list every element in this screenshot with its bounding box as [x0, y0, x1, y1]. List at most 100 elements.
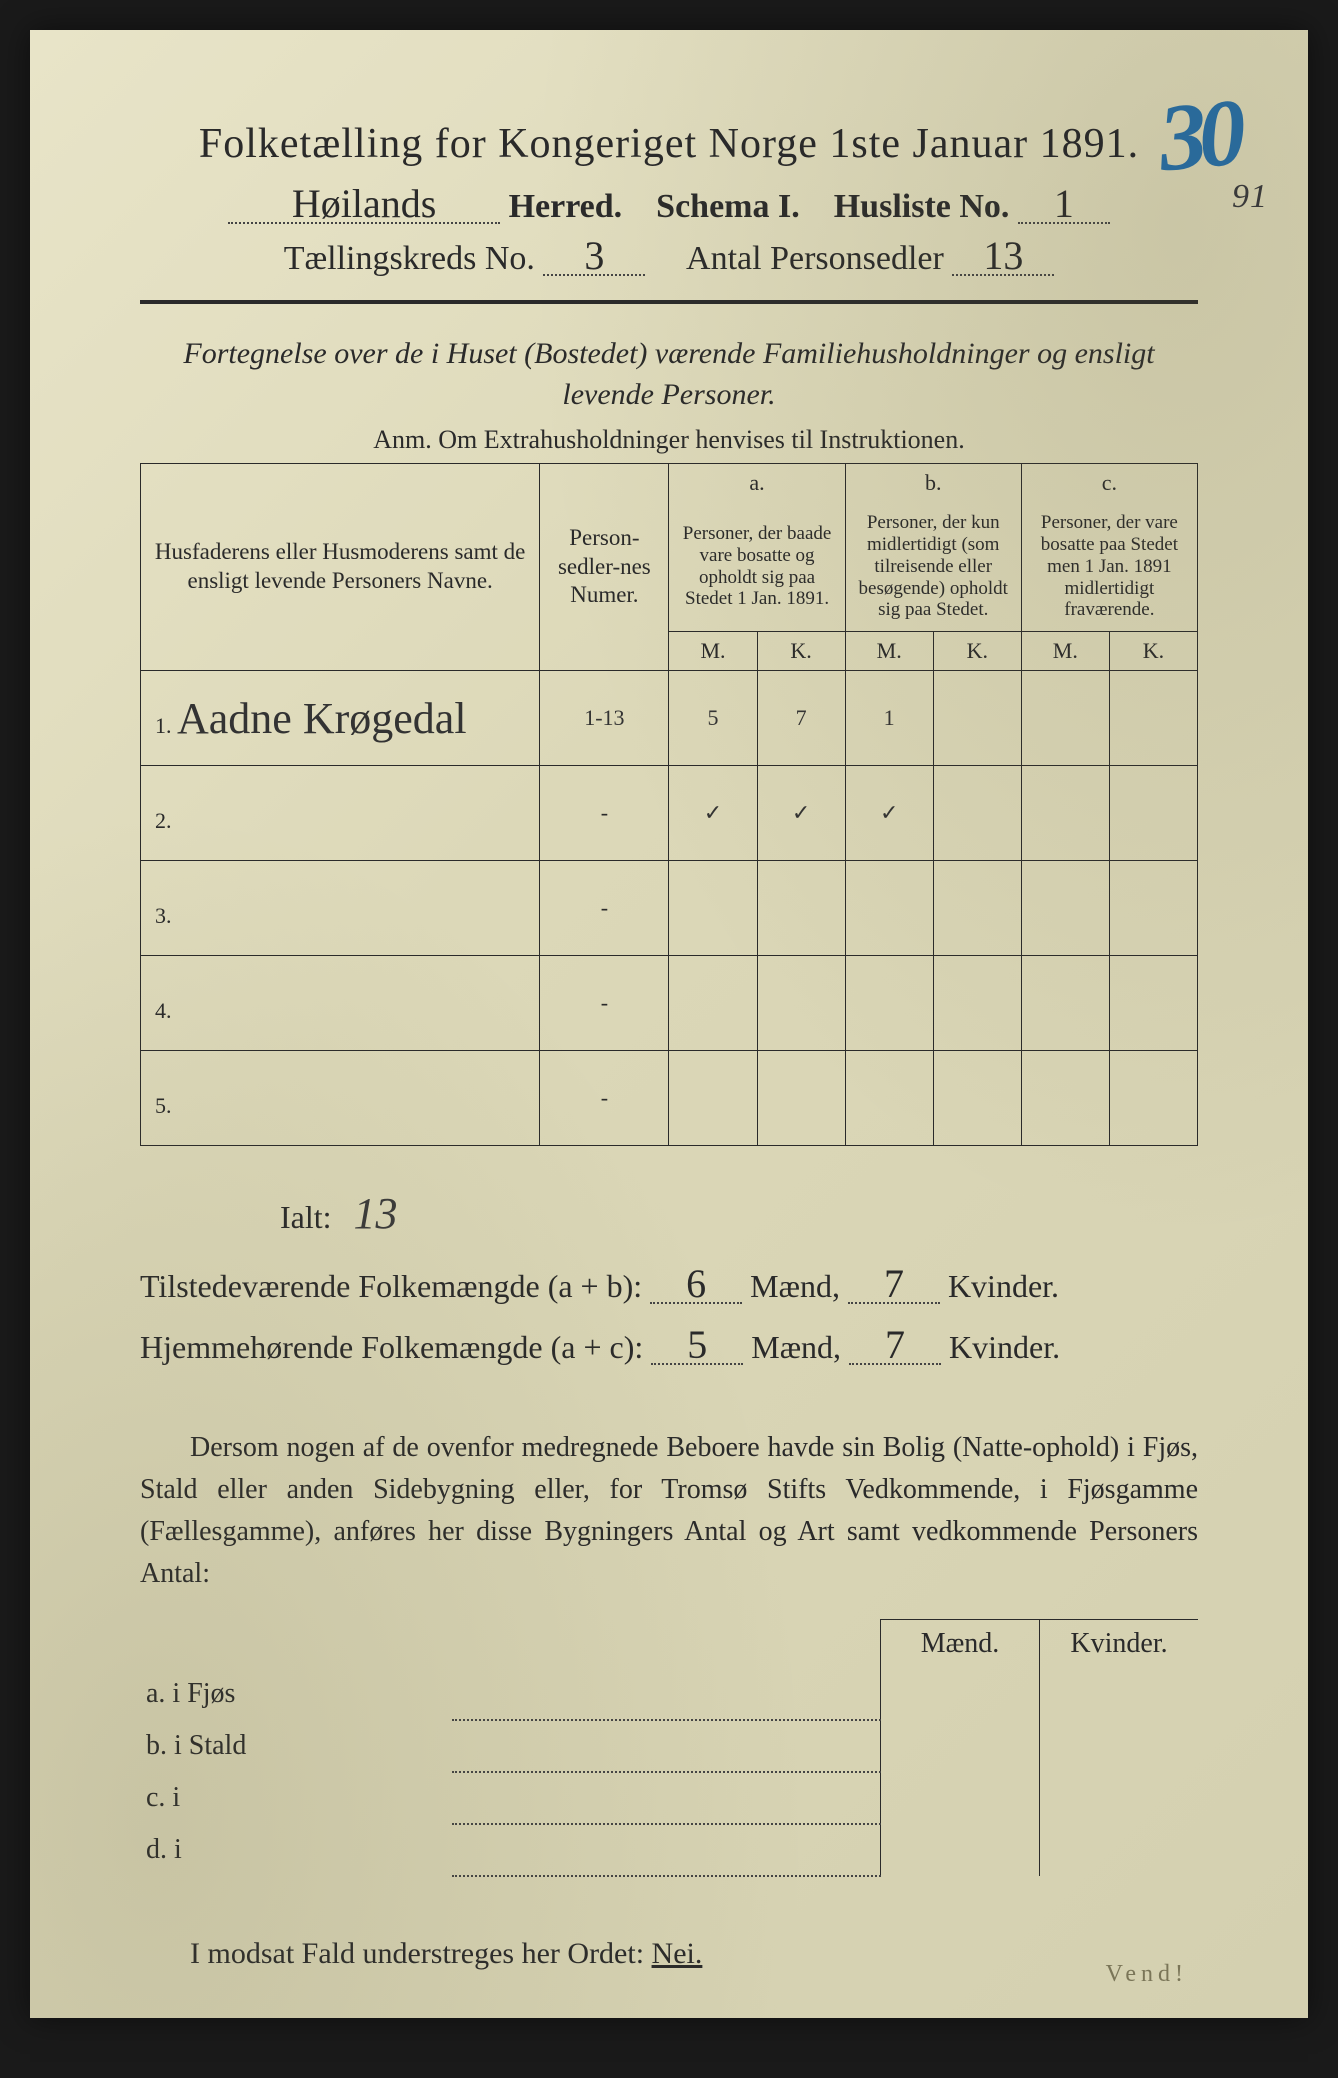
row-name: 2. — [141, 766, 540, 861]
bldg-row: b. i Stald — [140, 1720, 1198, 1772]
schema-label: Schema I. — [656, 188, 800, 225]
kreds-label: Tællingskreds No. — [284, 240, 535, 277]
building-paragraph: Dersom nogen af de ovenfor medregnede Be… — [140, 1427, 1198, 1595]
cell-b-k — [933, 671, 1021, 766]
cell-b-k — [933, 956, 1021, 1051]
bldg-m — [881, 1772, 1040, 1824]
col-c: Personer, der vare bosatte paa Stedet me… — [1021, 502, 1197, 632]
row-numer: - — [540, 1051, 669, 1146]
cell-c-k — [1109, 671, 1197, 766]
row-numer: - — [540, 956, 669, 1051]
cell-c-k — [1109, 766, 1197, 861]
table-row: 4. - — [141, 956, 1198, 1051]
cell-a-k — [757, 861, 845, 956]
bldg-label: d. i — [140, 1824, 452, 1876]
nei-word: Nei. — [652, 1937, 703, 1970]
cell-a-k — [757, 1051, 845, 1146]
row-name: 1. Aadne Krøgedal — [141, 671, 540, 766]
cell-b-m — [845, 1051, 933, 1146]
census-table: Husfaderens eller Husmoderens samt de en… — [140, 463, 1198, 1146]
col-a: Personer, der baade vare bosatte og opho… — [669, 502, 845, 632]
resident-k: 7 — [849, 1327, 941, 1365]
mk: K. — [933, 632, 1021, 671]
row-name: 3. — [141, 861, 540, 956]
kvinder-label: Kvinder. — [949, 1329, 1060, 1365]
col-c-top: c. — [1021, 464, 1197, 503]
stamp-side: 91 — [1232, 178, 1268, 216]
maend-label: Mænd, — [750, 1268, 840, 1304]
resident-m: 5 — [651, 1327, 743, 1365]
table-row: 5. - — [141, 1051, 1198, 1146]
col-b: Personer, der kun midlertidigt (som tilr… — [845, 502, 1021, 632]
bldg-row: d. i — [140, 1824, 1198, 1876]
mk: M. — [669, 632, 757, 671]
cell-b-m — [845, 956, 933, 1051]
resident-label: Hjemmehørende Folkemængde (a + c): — [140, 1329, 643, 1365]
table-header-row: Husfaderens eller Husmoderens samt de en… — [141, 464, 1198, 503]
cell-c-k — [1109, 1051, 1197, 1146]
cell-b-k — [933, 1051, 1021, 1146]
mk: M. — [845, 632, 933, 671]
bldg-dots — [452, 1668, 881, 1720]
mk: M. — [1021, 632, 1109, 671]
cell-c-k — [1109, 861, 1197, 956]
census-form-page: Folketælling for Kongeriget Norge 1ste J… — [30, 30, 1308, 2018]
bldg-m — [881, 1668, 1040, 1720]
bldg-header: Mænd. Kvinder. — [140, 1620, 1198, 1669]
table-row: 2. -✓✓✓ — [141, 766, 1198, 861]
present-label: Tilstedeværende Folkemængde (a + b): — [140, 1268, 642, 1304]
vend-label: Vend! — [1106, 1961, 1188, 1988]
herred-label: Herred. — [509, 188, 623, 225]
header-row-1: Høilands Herred. Schema I. Husliste No. … — [140, 186, 1198, 226]
bldg-kvinder: Kvinder. — [1040, 1620, 1199, 1669]
bldg-dots — [452, 1772, 881, 1824]
stamp-number: 30 — [1154, 77, 1242, 193]
row-numer: - — [540, 766, 669, 861]
cell-b-m — [845, 861, 933, 956]
cell-a-m — [669, 861, 757, 956]
row-name: 5. — [141, 1051, 540, 1146]
bldg-m — [881, 1824, 1040, 1876]
table-row: 3. - — [141, 861, 1198, 956]
bldg-k — [1040, 1720, 1199, 1772]
col-a-top: a. — [669, 464, 845, 503]
bldg-maend: Mænd. — [881, 1620, 1040, 1669]
bldg-k — [1040, 1824, 1199, 1876]
cell-a-k — [757, 956, 845, 1051]
present-k: 7 — [848, 1266, 940, 1304]
mk: K. — [1109, 632, 1197, 671]
present-m: 6 — [650, 1266, 742, 1304]
cell-b-k — [933, 766, 1021, 861]
divider — [140, 300, 1198, 304]
cell-c-m — [1021, 861, 1109, 956]
cell-c-m — [1021, 956, 1109, 1051]
col-name: Husfaderens eller Husmoderens samt de en… — [141, 464, 540, 671]
bldg-row: a. i Fjøs — [140, 1668, 1198, 1720]
cell-c-m — [1021, 1051, 1109, 1146]
bldg-label: a. i Fjøs — [140, 1668, 452, 1720]
title-text: Folketælling for Kongeriget Norge 1ste J… — [199, 121, 1139, 167]
row-name: 4. — [141, 956, 540, 1051]
nei-line: I modsat Fald understreges her Ordet: Ne… — [140, 1937, 1198, 1971]
table-row: 1. Aadne Krøgedal1-13571 — [141, 671, 1198, 766]
kvinder-label: Kvinder. — [948, 1268, 1059, 1304]
cell-a-m: ✓ — [669, 766, 757, 861]
husliste-value: 1 — [1018, 186, 1110, 224]
maend-label: Mænd, — [751, 1329, 841, 1365]
cell-b-m: 1 — [845, 671, 933, 766]
bldg-row: c. i — [140, 1772, 1198, 1824]
cell-a-k: 7 — [757, 671, 845, 766]
bldg-label: c. i — [140, 1772, 452, 1824]
ialt-label: Ialt: — [280, 1199, 332, 1235]
cell-c-k — [1109, 956, 1197, 1051]
bldg-k — [1040, 1772, 1199, 1824]
cell-c-m — [1021, 671, 1109, 766]
header-row-2: Tællingskreds No. 3 Antal Personsedler 1… — [140, 238, 1198, 278]
anm-note: Anm. Om Extrahusholdninger henvises til … — [140, 425, 1198, 455]
cell-a-m: 5 — [669, 671, 757, 766]
ialt-value: 13 — [354, 1189, 398, 1238]
nei-text: I modsat Fald understreges her Ordet: — [190, 1937, 644, 1970]
col-numer: Person-sedler-nes Numer. — [540, 464, 669, 671]
cell-a-m — [669, 956, 757, 1051]
husliste-label: Husliste No. — [834, 188, 1010, 225]
